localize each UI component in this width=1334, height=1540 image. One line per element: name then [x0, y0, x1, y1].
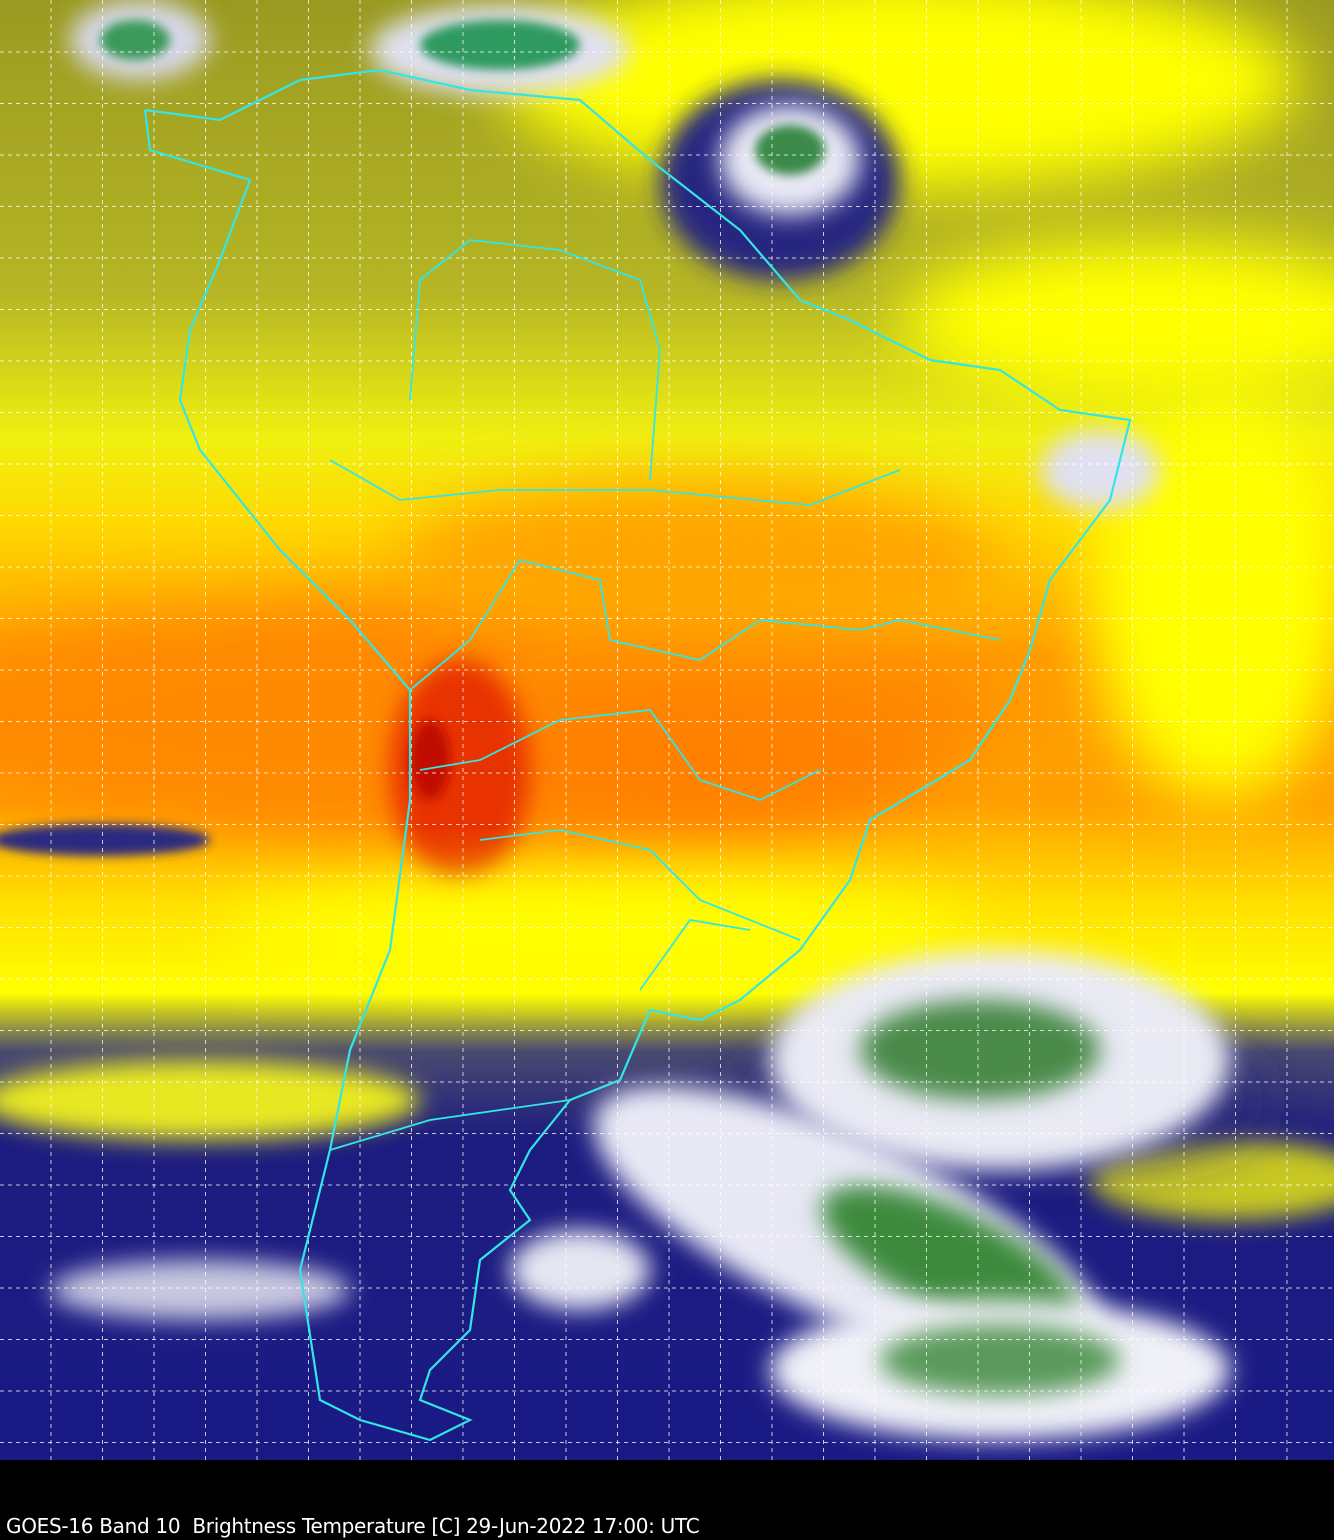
- image-caption: GOES-16 Band 10 Brightness Temperature […: [6, 1514, 700, 1538]
- satellite-map: [0, 0, 1334, 1460]
- brightness-field: [0, 0, 1334, 1460]
- country-borders: [329, 239, 1001, 1151]
- lat-lon-grid: [0, 0, 1334, 1460]
